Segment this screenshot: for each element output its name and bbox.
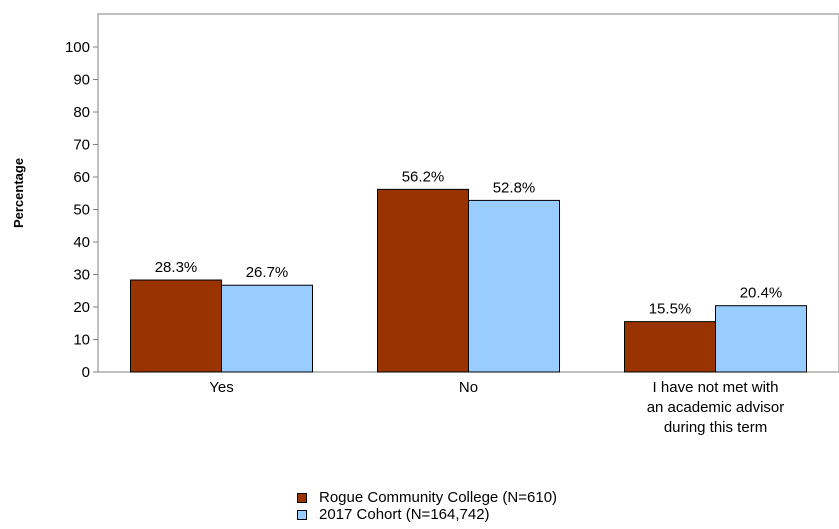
y-axis: 0 10 20 30 40 50 60 70 80 90 100 xyxy=(65,39,98,381)
bar xyxy=(715,305,807,373)
y-axis-title: Percentage xyxy=(11,158,26,228)
category-label: Yes xyxy=(209,379,233,396)
category-label: during this term xyxy=(664,419,767,436)
legend-item-series-2: 2017 Cohort (N=164,742) xyxy=(297,506,557,523)
data-label: 56.2% xyxy=(402,168,445,185)
legend: Rogue Community College (N=610) 2017 Coh… xyxy=(297,489,557,523)
legend-swatch-series-2 xyxy=(297,509,307,520)
y-tick-label: 40 xyxy=(73,234,90,251)
category-label: an academic advisor xyxy=(647,399,785,416)
bar xyxy=(468,199,560,373)
y-tick-label: 90 xyxy=(73,72,90,89)
data-label: 52.8% xyxy=(493,179,536,196)
legend-item-series-1: Rogue Community College (N=610) xyxy=(297,489,557,506)
y-tick-label: 70 xyxy=(73,137,90,154)
legend-swatch-series-1 xyxy=(297,492,307,503)
x-axis-categories: Yes No I have not met with an academic advi… xyxy=(209,379,784,436)
y-tick-label: 20 xyxy=(73,299,90,316)
data-label: 26.7% xyxy=(246,264,289,281)
bar xyxy=(624,321,716,373)
y-tick-label: 60 xyxy=(73,169,90,186)
bar xyxy=(377,188,469,373)
legend-label-series-2: 2017 Cohort (N=164,742) xyxy=(319,506,490,523)
y-tick-label: 30 xyxy=(73,267,90,284)
bars xyxy=(130,188,807,373)
legend-label-series-1: Rogue Community College (N=610) xyxy=(319,489,558,506)
data-label: 28.3% xyxy=(155,259,198,276)
bar xyxy=(221,284,313,373)
category-label: I have not met with xyxy=(653,379,779,396)
data-labels: 28.3% 26.7% 56.2% 52.8% 15.5% 20.4% xyxy=(155,168,783,317)
y-tick-label: 50 xyxy=(73,202,90,219)
y-tick-label: 100 xyxy=(65,39,90,56)
y-tick-label: 0 xyxy=(82,364,90,381)
y-tick-label: 80 xyxy=(73,104,90,121)
data-label: 15.5% xyxy=(649,301,692,318)
data-label: 20.4% xyxy=(740,285,783,302)
y-tick-label: 10 xyxy=(73,332,90,349)
category-label: No xyxy=(459,379,478,396)
bar xyxy=(130,279,222,373)
